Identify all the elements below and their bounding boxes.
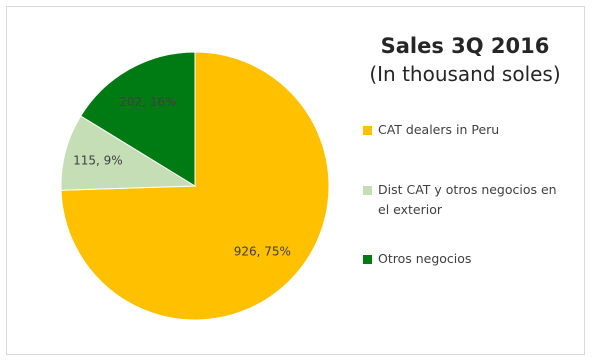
chart-title-block: Sales 3Q 2016 (In thousand soles) bbox=[345, 32, 585, 88]
legend-swatch-cat-dealers bbox=[363, 126, 372, 135]
legend-label-dist-cat: Dist CAT y otros negocios en el exterior bbox=[378, 182, 557, 217]
data-label-otros-negocios: 202, 16% bbox=[119, 95, 176, 109]
chart-subtitle: (In thousand soles) bbox=[369, 62, 561, 86]
chart-title: Sales 3Q 2016 bbox=[380, 34, 550, 58]
data-label-cat-dealers: 926, 75% bbox=[234, 244, 291, 258]
data-label-dist-cat: 115, 9% bbox=[73, 153, 123, 167]
legend-label-cat-dealers: CAT dealers in Peru bbox=[378, 122, 500, 137]
legend-item-cat-dealers: CAT dealers in Peru bbox=[363, 120, 578, 140]
legend-swatch-otros-negocios bbox=[363, 255, 372, 264]
legend-item-otros-negocios: Otros negocios bbox=[363, 249, 578, 269]
legend-item-dist-cat: Dist CAT y otros negocios en el exterior bbox=[363, 180, 558, 220]
pie-slice-otros-negocios bbox=[80, 51, 196, 187]
legend-swatch-dist-cat bbox=[363, 186, 372, 195]
legend-label-otros-negocios: Otros negocios bbox=[378, 251, 472, 266]
pie-slice-dist-cat bbox=[60, 115, 197, 191]
